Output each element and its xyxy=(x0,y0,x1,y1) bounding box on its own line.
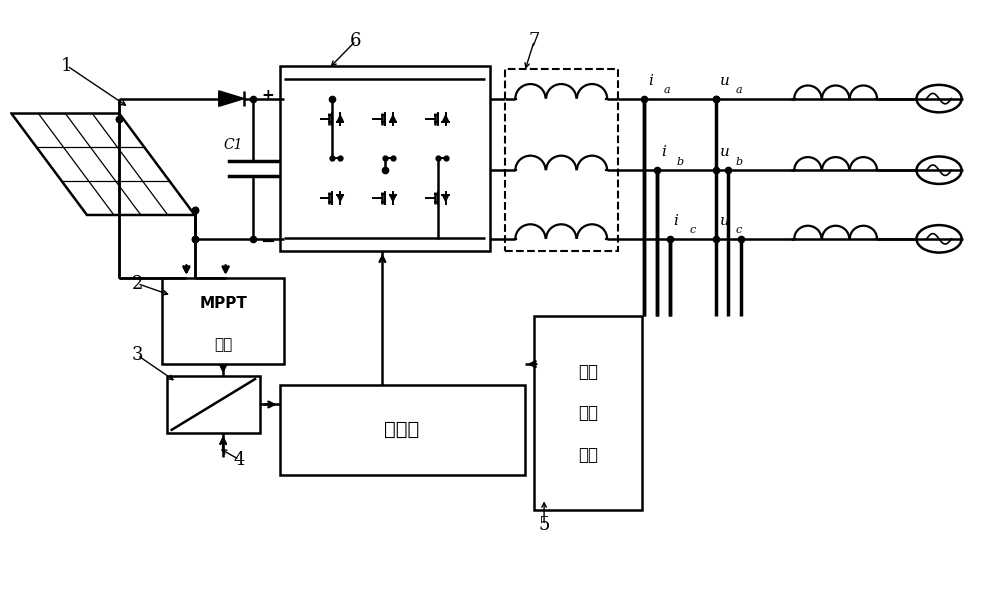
Text: 3: 3 xyxy=(132,347,143,364)
Text: 1: 1 xyxy=(61,57,73,75)
Polygon shape xyxy=(219,91,244,107)
Text: u: u xyxy=(720,146,729,160)
Text: 计算: 计算 xyxy=(578,404,598,423)
Polygon shape xyxy=(337,195,343,201)
Polygon shape xyxy=(442,195,449,201)
Text: 控制器: 控制器 xyxy=(384,420,420,439)
Bar xyxy=(505,69,618,251)
Text: a: a xyxy=(735,85,742,95)
Bar xyxy=(534,317,642,510)
Text: 4: 4 xyxy=(234,451,245,469)
Bar xyxy=(167,376,260,433)
Text: 2: 2 xyxy=(132,275,143,292)
Bar xyxy=(162,278,284,364)
Text: a: a xyxy=(664,85,670,95)
Text: c: c xyxy=(689,225,695,235)
Bar xyxy=(280,385,524,474)
Polygon shape xyxy=(11,113,195,215)
Text: 5: 5 xyxy=(538,516,550,534)
Polygon shape xyxy=(390,195,396,201)
Text: MPPT: MPPT xyxy=(199,295,247,311)
Text: 无功: 无功 xyxy=(578,362,598,381)
Text: b: b xyxy=(676,157,684,167)
Text: 7: 7 xyxy=(529,32,540,50)
Text: i: i xyxy=(648,74,653,88)
Polygon shape xyxy=(442,115,449,122)
Polygon shape xyxy=(390,115,396,122)
Polygon shape xyxy=(337,115,343,122)
Text: 模块: 模块 xyxy=(578,446,598,464)
Text: +: + xyxy=(261,88,274,103)
Text: 6: 6 xyxy=(350,32,362,50)
Text: b: b xyxy=(735,157,742,167)
Text: u: u xyxy=(720,214,729,228)
Text: c: c xyxy=(735,225,741,235)
Text: −: − xyxy=(260,233,275,251)
Bar xyxy=(280,66,490,251)
Text: 模块: 模块 xyxy=(214,337,232,352)
Text: u: u xyxy=(720,74,729,88)
Text: i: i xyxy=(661,146,666,160)
Text: C1: C1 xyxy=(224,138,243,152)
Text: i: i xyxy=(673,214,678,228)
